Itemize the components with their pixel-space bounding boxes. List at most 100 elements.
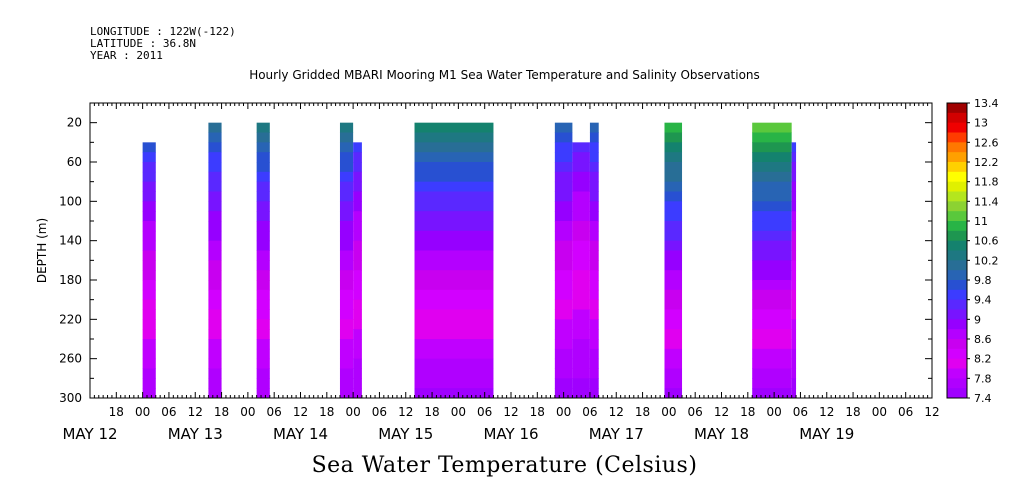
temperature-cell [791,250,797,261]
temperature-cell [589,378,599,389]
colorbar-swatch [947,112,967,124]
temperature-cell [572,250,590,261]
temperature-cell [208,289,222,301]
temperature-cell [589,329,599,340]
temperature-cell [339,181,354,192]
colorbar-swatch [947,152,967,163]
x-tick-label: 06 [688,405,703,419]
temperature-cell [664,142,683,153]
temperature-cell [256,211,270,222]
temperature-cell [256,260,270,271]
temperature-cell [339,142,354,153]
x-tick-label: 00 [556,405,571,419]
temperature-cell [208,329,222,340]
x-tick-label: 00 [345,405,360,419]
temperature-cell [752,152,792,163]
temperature-cell [572,191,590,202]
colorbar-swatch [947,329,967,340]
temperature-cell [589,221,599,232]
temperature-cell [589,339,599,350]
temperature-cell [142,191,156,202]
y-tick-label: 260 [59,352,82,366]
temperature-cell [752,250,792,261]
x-tick-label: 18 [109,405,124,419]
temperature-cell [664,221,683,232]
temperature-cell [339,132,354,143]
temperature-cell [572,181,590,192]
temperature-cell [664,171,683,183]
temperature-cell [752,181,792,192]
temperature-cell [589,299,599,310]
temperature-cell [414,348,494,360]
temperature-cell [142,201,156,212]
temperature-cell [664,162,683,173]
temperature-cell [554,142,573,153]
x-tick-label: 12 [188,405,203,419]
temperature-cell [256,280,270,291]
temperature-cell [554,162,573,173]
x-tick-label: 06 [582,405,597,419]
temperature-cell [353,348,362,360]
colorbar-swatch [947,122,967,133]
temperature-cell [572,299,590,310]
temperature-cell [572,358,590,369]
temperature-cell [589,162,599,173]
temperature-cell [752,309,792,320]
temperature-cell [752,339,792,350]
colorbar-swatch [947,348,967,360]
temperature-cell [414,201,494,212]
x-tick-label: 12 [819,405,834,419]
colorbar-swatch [947,240,967,251]
x-tick-label: 18 [740,405,755,419]
temperature-cell [353,240,362,251]
temperature-cell [256,348,270,360]
temperature-cell [414,280,494,291]
x-tick-label: 18 [319,405,334,419]
temperature-cell [791,348,797,360]
temperature-cell [256,339,270,350]
temperature-cell [554,319,573,330]
temperature-cell [256,171,270,183]
temperature-cell [142,368,156,379]
temperature-cell [791,378,797,389]
temperature-cell [256,162,270,173]
x-axis-title: Sea Water Temperature (Celsius) [311,453,698,478]
temperature-cell [142,388,156,399]
temperature-cell [572,329,590,340]
colorbar-label: 11.4 [974,195,999,208]
temperature-cell [256,299,270,310]
x-tick-label: 00 [451,405,466,419]
colorbar-swatch [947,289,967,301]
date-label: MAY 17 [589,425,644,443]
temperature-cell [256,388,270,399]
temperature-cell [554,378,573,389]
temperature-cell [353,181,362,192]
x-tick-label: 00 [766,405,781,419]
temperature-cell [791,368,797,379]
x-tick-label: 00 [872,405,887,419]
y-tick-label: 20 [67,116,82,130]
temperature-cell [791,289,797,301]
temperature-cell [414,221,494,232]
x-tick-label: 06 [477,405,492,419]
temperature-cell [208,388,222,399]
temperature-cell [752,221,792,232]
colorbar-swatch [947,378,967,389]
colorbar-swatch [947,358,967,369]
temperature-cell [256,201,270,212]
temperature-cell [414,250,494,261]
temperature-cell [353,368,362,379]
temperature-cell [353,299,362,310]
temperature-cell [339,191,354,202]
temperature-cell [208,260,222,271]
temperature-cell [752,368,792,379]
temperature-cell [589,250,599,261]
temperature-cell [208,132,222,143]
temperature-cell [589,181,599,192]
colorbar-label: 7.4 [974,392,992,405]
data-segment [752,122,792,399]
temperature-cell [572,142,590,153]
temperature-cell [554,309,573,320]
x-tick-label: 18 [214,405,229,419]
temperature-cell [339,211,354,222]
